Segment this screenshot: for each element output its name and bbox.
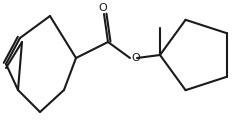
Text: O: O [99,3,107,13]
Text: O: O [131,53,140,63]
